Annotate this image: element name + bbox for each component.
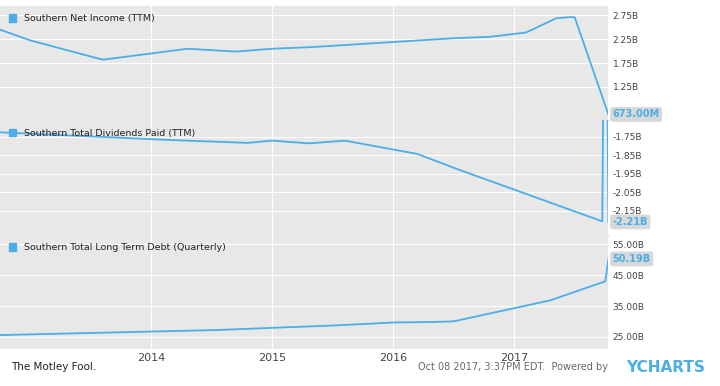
- Legend: Southern Total Long Term Debt (Quarterly): Southern Total Long Term Debt (Quarterly…: [5, 240, 229, 256]
- Legend: Southern Total Dividends Paid (TTM): Southern Total Dividends Paid (TTM): [5, 125, 199, 142]
- Text: -2.21B: -2.21B: [613, 217, 648, 227]
- Text: 673.00M: 673.00M: [613, 110, 660, 119]
- Text: 50.19B: 50.19B: [613, 254, 651, 264]
- Text: Oct 08 2017, 3:37PM EDT.  Powered by: Oct 08 2017, 3:37PM EDT. Powered by: [418, 362, 608, 372]
- Text: The Motley Fool.: The Motley Fool.: [11, 362, 96, 372]
- Legend: Southern Net Income (TTM): Southern Net Income (TTM): [5, 10, 158, 27]
- Text: YCHARTS: YCHARTS: [626, 360, 706, 375]
